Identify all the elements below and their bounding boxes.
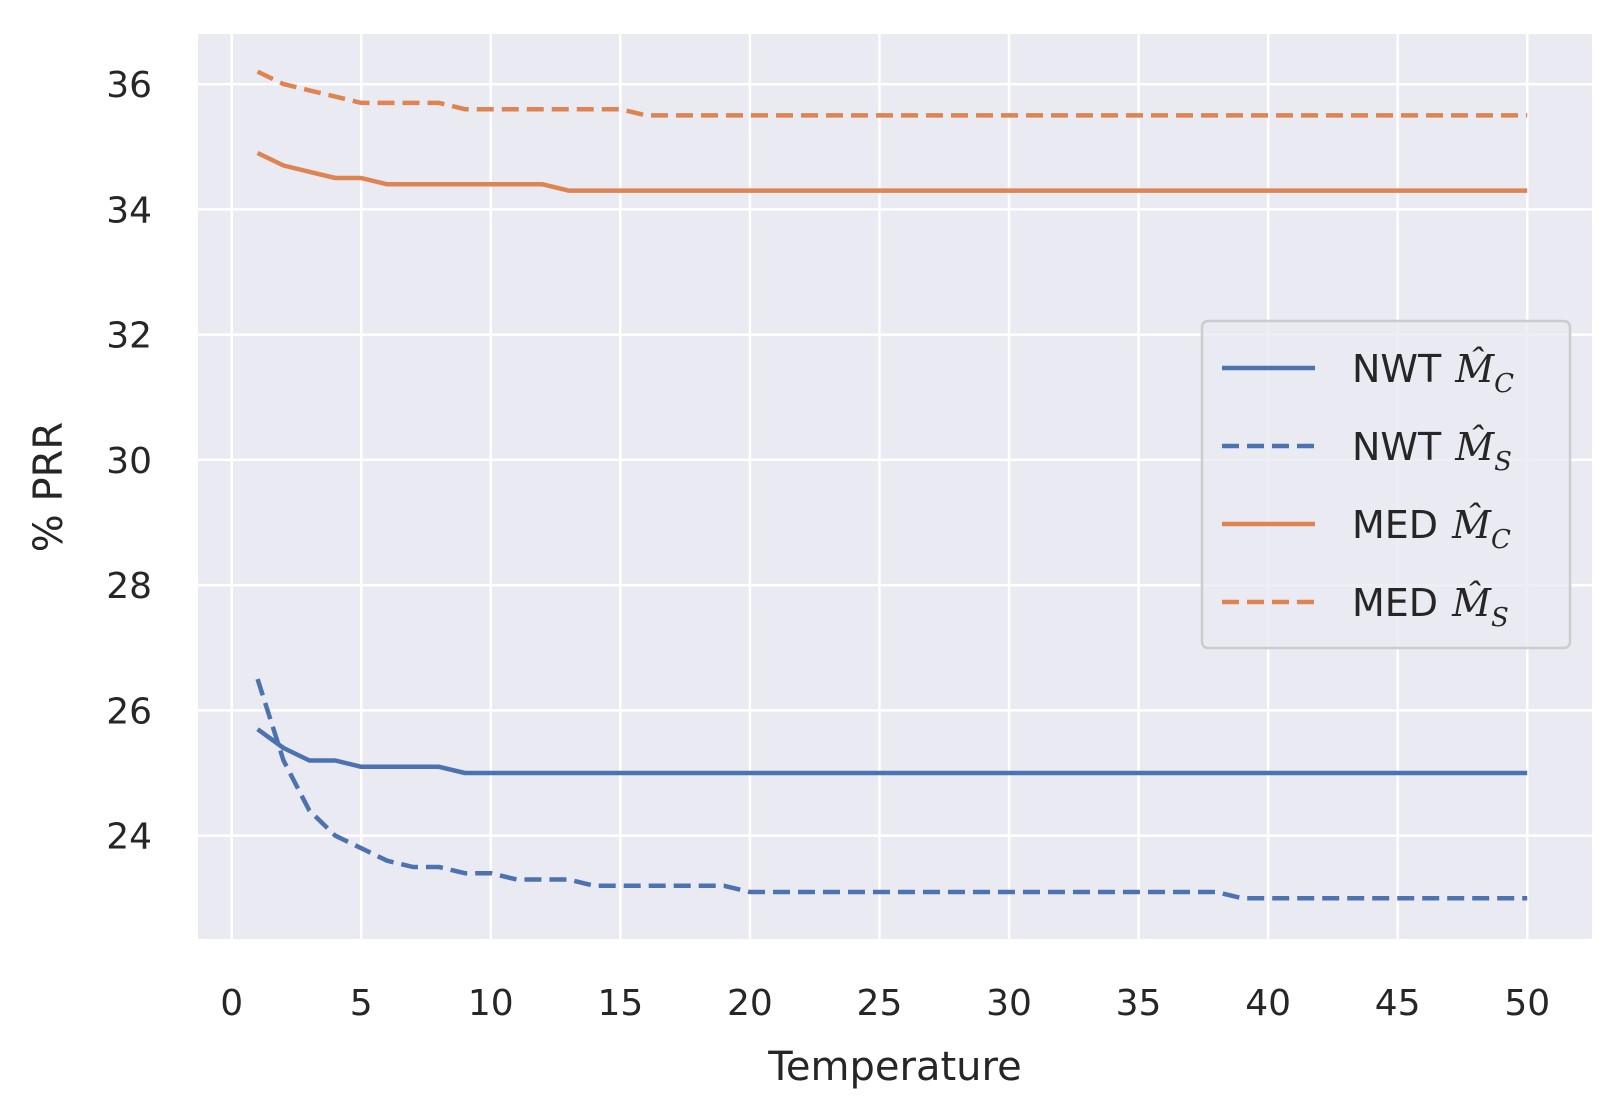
legend-entry-label: MED M̂C (1352, 503, 1511, 555)
legend-subscript: S (1494, 447, 1512, 477)
y-tick-label: 28 (106, 566, 152, 607)
x-tick-label: 30 (986, 983, 1032, 1024)
y-tick-label: 36 (106, 65, 152, 106)
y-tick-label: 30 (106, 441, 152, 482)
series-line-med-c (256, 150, 1528, 193)
x-tick-label: 0 (220, 983, 243, 1024)
legend-series-name: MED (1352, 503, 1438, 547)
legend-math-symbol: M̂ (1454, 347, 1495, 391)
legend-entry-label: NWT M̂S (1352, 425, 1512, 477)
legend-math-symbol: M̂ (1451, 503, 1492, 547)
y-tick-label: 26 (106, 691, 152, 732)
legend-series-name: NWT (1352, 425, 1442, 469)
series-layer (255, 69, 1528, 901)
series-line-med-s (256, 69, 1528, 118)
legend-subscript: S (1491, 603, 1509, 633)
y-axis-label: % PRR (26, 422, 72, 552)
legend-series-name: NWT (1352, 347, 1442, 391)
legend-series-name: MED (1352, 581, 1438, 625)
x-tick-label: 45 (1375, 983, 1421, 1024)
x-tick-label: 5 (350, 983, 373, 1024)
x-axis-label: Temperature (767, 1044, 1021, 1090)
x-tick-label: 20 (727, 983, 773, 1024)
legend-subscript: C (1491, 525, 1511, 555)
x-tick-label: 50 (1504, 983, 1550, 1024)
legend-box (1200, 319, 1572, 650)
x-tick-label: 10 (468, 983, 514, 1024)
x-tick-label: 25 (857, 983, 903, 1024)
x-tick-label: 35 (1116, 983, 1162, 1024)
series-line-nwt-s (255, 678, 1528, 901)
x-tick-label: 15 (597, 983, 643, 1024)
x-ticks: 0 5 10 15 20 25 30 35 40 45 50 (220, 983, 1550, 1024)
y-ticks: 24 26 28 30 32 34 36 (106, 65, 152, 858)
y-tick-label: 34 (106, 190, 152, 231)
legend-entry-label: MED M̂S (1352, 581, 1509, 633)
legend-entry-label: NWT M̂C (1352, 347, 1514, 399)
x-tick-label: 40 (1245, 983, 1291, 1024)
legend-math-symbol: M̂ (1454, 425, 1495, 469)
legend-subscript: C (1494, 369, 1514, 399)
series-line-nwt-c (256, 727, 1528, 776)
legend-math-symbol: M̂ (1451, 581, 1492, 625)
y-tick-label: 24 (106, 817, 152, 858)
y-tick-label: 32 (106, 316, 152, 357)
